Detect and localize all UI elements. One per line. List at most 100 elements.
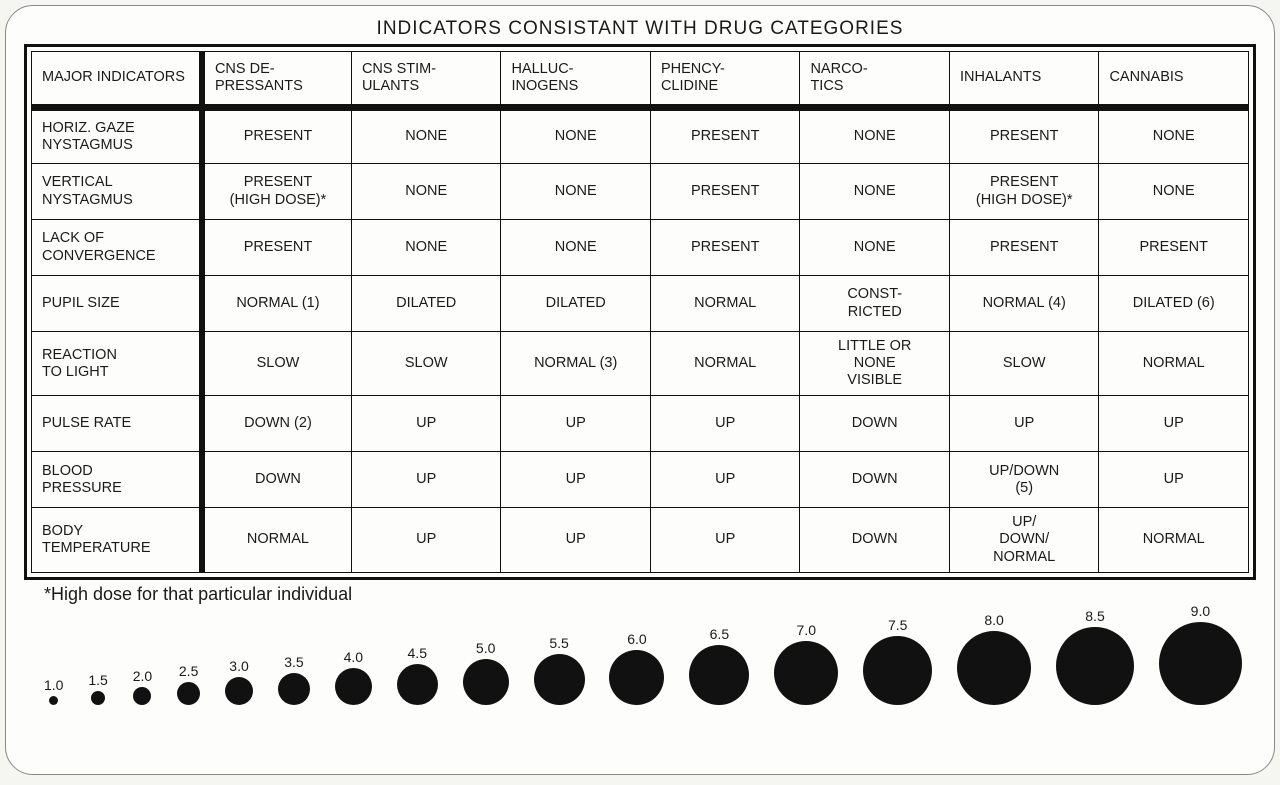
pupil-gauge: 7.0	[774, 622, 838, 705]
row-header: HORIZ. GAZENYSTAGMUS	[32, 108, 202, 164]
row-header: BLOODPRESSURE	[32, 452, 202, 508]
table-cell: NORMAL	[1099, 332, 1249, 396]
table-cell: UP	[650, 508, 800, 572]
table-row: PUPIL SIZENORMAL (1)DILATEDDILATEDNORMAL…	[32, 276, 1249, 332]
col-header: NARCO-TICS	[800, 52, 950, 108]
table-row: PULSE RATEDOWN (2)UPUPUPDOWNUPUP	[32, 396, 1249, 452]
table-cell: UP	[650, 452, 800, 508]
table-cell: CONST-RICTED	[800, 276, 950, 332]
pupil-gauge: 3.5	[278, 654, 310, 705]
pupil-gauge: 4.0	[335, 649, 372, 705]
table-cell: NONE	[1099, 164, 1249, 220]
table-cell: UP	[650, 396, 800, 452]
pupil-gauge: 2.5	[177, 663, 200, 705]
table-cell: DOWN	[202, 452, 352, 508]
pupil-dot-icon	[1159, 622, 1242, 705]
pupil-label: 8.0	[984, 612, 1003, 628]
pupil-gauge: 8.5	[1056, 608, 1134, 705]
col-header: PHENCY-CLIDINE	[650, 52, 800, 108]
table-cell: PRESENT	[650, 164, 800, 220]
table-cell: NONE	[800, 220, 950, 276]
pupil-gauge: 7.5	[863, 617, 932, 705]
table-cell: DOWN	[800, 508, 950, 572]
pupil-dot-icon	[397, 664, 438, 705]
pupil-label: 1.0	[44, 677, 63, 693]
table-cell: PRESENT	[650, 108, 800, 164]
table-cell: UP	[501, 396, 651, 452]
pupil-label: 8.5	[1085, 608, 1104, 624]
pupil-gauge: 5.5	[534, 635, 585, 705]
pupil-dot-icon	[609, 650, 664, 705]
pupil-dot-icon	[774, 641, 838, 705]
pupil-gauge: 3.0	[225, 658, 253, 705]
row-header: LACK OFCONVERGENCE	[32, 220, 202, 276]
pupil-dot-icon	[863, 636, 932, 705]
table-cell: PRESENT	[1099, 220, 1249, 276]
table-cell: NORMAL	[1099, 508, 1249, 572]
table-cell: UP	[501, 452, 651, 508]
pupil-label: 3.5	[284, 654, 303, 670]
table-cell: NORMAL (4)	[949, 276, 1099, 332]
pupil-label: 6.5	[710, 626, 729, 642]
table-cell: PRESENT	[949, 220, 1099, 276]
table-row: REACTIONTO LIGHTSLOWSLOWNORMAL (3)NORMAL…	[32, 332, 1249, 396]
table-cell: NONE	[1099, 108, 1249, 164]
table-cell: PRESENT(HIGH DOSE)*	[949, 164, 1099, 220]
pupil-label: 2.5	[179, 663, 198, 679]
pupil-label: 7.0	[797, 622, 816, 638]
table-cell: UP	[949, 396, 1099, 452]
card-title: INDICATORS CONSISTANT WITH DRUG CATEGORI…	[24, 18, 1256, 40]
table-cell: SLOW	[351, 332, 501, 396]
pupil-dot-icon	[1056, 627, 1134, 705]
col-header: CNS STIM-ULANTS	[351, 52, 501, 108]
table-cell: NONE	[800, 108, 950, 164]
table-cell: NORMAL	[650, 276, 800, 332]
pupil-label: 9.0	[1191, 603, 1210, 619]
col-header: INHALANTS	[949, 52, 1099, 108]
pupil-label: 4.0	[344, 649, 363, 665]
pupil-dot-icon	[177, 682, 200, 705]
pupil-dot-icon	[49, 696, 58, 705]
table-cell: UP	[351, 396, 501, 452]
table-cell: UP/DOWN(5)	[949, 452, 1099, 508]
row-header: BODYTEMPERATURE	[32, 508, 202, 572]
table-cell: NORMAL (3)	[501, 332, 651, 396]
pupil-gauge: 1.0	[44, 677, 63, 705]
pupil-gauge: 4.5	[397, 645, 438, 705]
indicators-table: MAJOR INDICATORSCNS DE-PRESSANTSCNS STIM…	[31, 51, 1249, 573]
table-cell: UP	[351, 452, 501, 508]
pupil-label: 5.5	[549, 635, 568, 651]
table-cell: DILATED	[501, 276, 651, 332]
table-cell: NONE	[351, 220, 501, 276]
table-head: MAJOR INDICATORSCNS DE-PRESSANTSCNS STIM…	[32, 52, 1249, 108]
table-cell: NONE	[501, 220, 651, 276]
pupil-dot-icon	[225, 677, 253, 705]
table-cell: DILATED	[351, 276, 501, 332]
pupil-label: 3.0	[229, 658, 248, 674]
row-header: VERTICALNYSTAGMUS	[32, 164, 202, 220]
pupil-gauge: 9.0	[1159, 603, 1242, 705]
table-cell: SLOW	[949, 332, 1099, 396]
table-cell: DILATED (6)	[1099, 276, 1249, 332]
reference-card: INDICATORS CONSISTANT WITH DRUG CATEGORI…	[5, 5, 1275, 775]
table-cell: NONE	[501, 108, 651, 164]
table-body: HORIZ. GAZENYSTAGMUSPRESENTNONENONEPRESE…	[32, 108, 1249, 573]
pupil-label: 7.5	[888, 617, 907, 633]
table-cell: UP	[1099, 396, 1249, 452]
table-cell: DOWN	[800, 396, 950, 452]
pupil-dot-icon	[278, 673, 310, 705]
footnote-text: *High dose for that particular individua…	[44, 584, 1256, 605]
table-cell: UP	[1099, 452, 1249, 508]
pupil-dot-icon	[91, 691, 105, 705]
table-cell: SLOW	[202, 332, 352, 396]
pupil-dot-icon	[534, 654, 585, 705]
table-cell: PRESENT	[949, 108, 1099, 164]
row-header: PULSE RATE	[32, 396, 202, 452]
table-cell: UP	[501, 508, 651, 572]
table-cell: NORMAL	[650, 332, 800, 396]
pupil-gauge: 5.0	[463, 640, 509, 705]
pupil-dot-icon	[133, 687, 151, 705]
table-row: BLOODPRESSUREDOWNUPUPUPDOWNUP/DOWN(5)UP	[32, 452, 1249, 508]
row-header: REACTIONTO LIGHT	[32, 332, 202, 396]
table-cell: LITTLE ORNONEVISIBLE	[800, 332, 950, 396]
